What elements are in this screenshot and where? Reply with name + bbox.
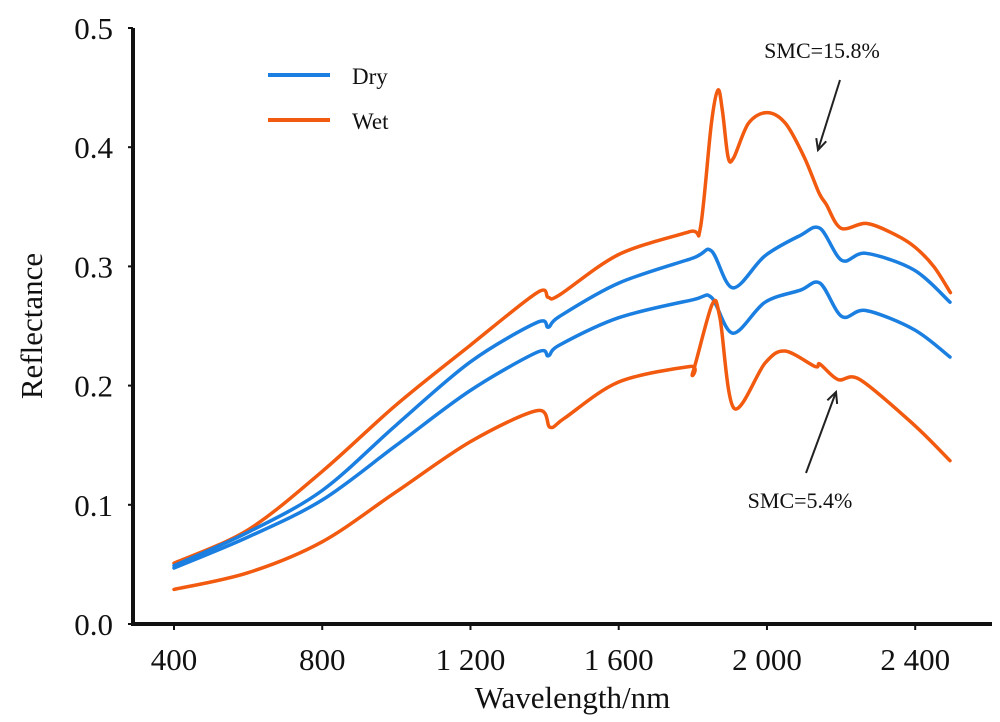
legend-label-wet: Wet [352, 109, 389, 134]
series-line-dry-upper [172, 225, 952, 568]
x-ticks: 400 800 1 200 1 600 2 000 2 400 [151, 624, 950, 677]
x-tick-label: 2 000 [732, 642, 802, 677]
arrow-head-icon [815, 137, 827, 153]
series-line-wet-smc-5-4 [172, 298, 952, 592]
series-layer [172, 88, 953, 592]
annotation-arrow [817, 79, 841, 151]
y-ticks: 0.0 0.1 0.2 0.3 0.4 0.5 [74, 11, 133, 642]
arrow-head-icon [826, 389, 839, 405]
y-tick-label: 0.1 [74, 488, 113, 523]
y-tick-label: 0.4 [74, 130, 113, 165]
x-axis-title: Wavelength/nm [475, 680, 671, 715]
series-line-wet-smc-15-8 [172, 88, 953, 565]
legend-label-dry: Dry [352, 64, 388, 89]
y-tick-label: 0.5 [74, 11, 113, 46]
y-tick-label: 0.3 [74, 249, 113, 284]
x-tick-label: 1 200 [436, 642, 506, 677]
annotation-label: SMC=15.8% [764, 38, 880, 63]
x-tick-label: 400 [151, 642, 198, 677]
x-tick-label: 800 [299, 642, 346, 677]
y-tick-label: 0.2 [74, 369, 113, 404]
annotation-arrow [805, 391, 837, 474]
legend: Dry Wet [268, 64, 389, 134]
annotation-label: SMC=5.4% [748, 488, 853, 513]
x-tick-label: 1 600 [584, 642, 654, 677]
x-tick-label: 2 400 [880, 642, 950, 677]
y-axis-title: Reflectance [14, 253, 49, 399]
y-tick-label: 0.0 [74, 607, 113, 642]
axes [131, 28, 992, 626]
series-line-dry-lower [172, 280, 952, 570]
annotations: SMC=15.8% SMC=5.4% [748, 38, 880, 513]
